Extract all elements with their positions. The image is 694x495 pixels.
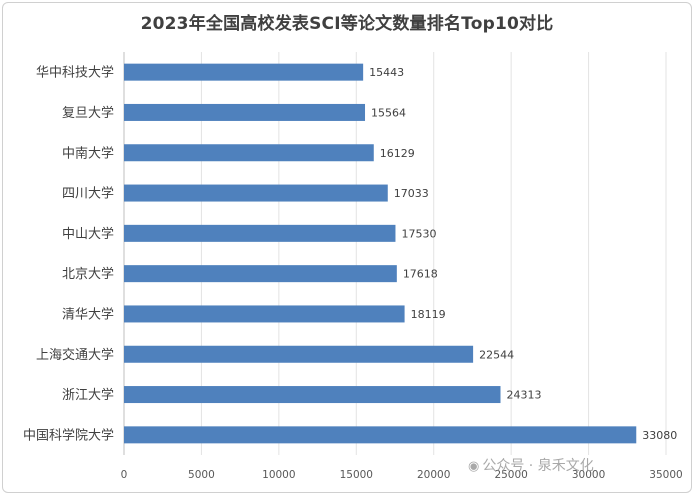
chart-title: 2023年全国高校发表SCI等论文数量排名Top10对比 [140, 14, 554, 34]
bar [124, 103, 366, 121]
x-tick-labels: 0 5000 10000 15000 20000 25000 30000 35000 [121, 469, 683, 481]
x-tick-label: 35000 [649, 469, 682, 481]
watermark: ◉ 公众号 · 泉禾文化 [468, 455, 594, 475]
category-label: 清华大学 [62, 306, 114, 322]
data-label: 17530 [401, 227, 436, 240]
x-tick-label: 15000 [340, 469, 373, 481]
data-label: 15443 [369, 66, 404, 79]
x-tick-label: 10000 [262, 469, 295, 481]
category-label: 复旦大学 [62, 105, 114, 121]
category-label: 北京大学 [62, 266, 114, 282]
x-tick-label: 5000 [188, 469, 215, 481]
category-label: 中国科学院大学 [23, 427, 114, 443]
category-label: 上海交通大学 [36, 347, 114, 363]
bar [124, 63, 364, 81]
category-label: 中山大学 [62, 226, 114, 242]
data-label: 17618 [403, 268, 438, 281]
x-tick-label: 0 [121, 469, 128, 481]
bar [124, 265, 397, 283]
category-labels: 华中科技大学复旦大学中南大学四川大学中山大学北京大学清华大学上海交通大学浙江大学… [23, 65, 114, 444]
data-label: 16129 [380, 147, 415, 160]
bar [124, 305, 405, 323]
bar [124, 426, 637, 444]
x-tick-label: 25000 [494, 469, 527, 481]
data-label: 24313 [507, 389, 542, 402]
watermark-text: 公众号 · 泉禾文化 [482, 458, 594, 474]
data-label: 22544 [479, 348, 514, 361]
bar [124, 184, 388, 202]
x-tick-label: 20000 [417, 469, 450, 481]
x-tick-label: 30000 [572, 469, 605, 481]
data-label: 33080 [642, 429, 677, 442]
bar [124, 144, 374, 162]
category-label: 浙江大学 [62, 387, 114, 403]
data-label: 18119 [411, 308, 446, 321]
category-label: 中南大学 [62, 145, 114, 161]
data-labels: 15443 15564 16129 17033 17530 17618 18119 22544… [369, 66, 677, 442]
bar [124, 224, 396, 242]
data-label: 15564 [371, 106, 406, 119]
category-label: 华中科技大学 [36, 65, 114, 81]
bar [124, 345, 474, 363]
category-label: 四川大学 [62, 186, 114, 202]
data-label: 17033 [394, 187, 429, 200]
bar [124, 386, 501, 404]
bars [124, 63, 637, 444]
wechat-icon: ◉ [468, 459, 480, 474]
